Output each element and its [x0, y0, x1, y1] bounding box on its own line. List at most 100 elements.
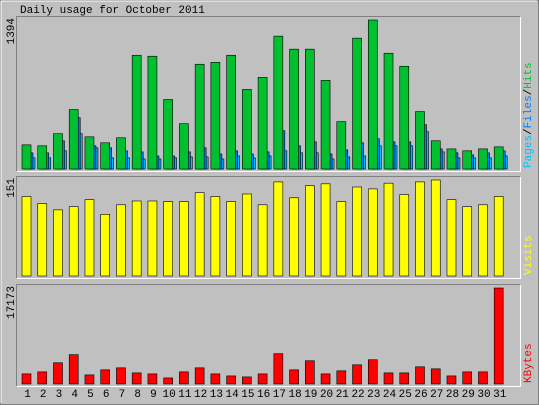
- bar: [352, 364, 362, 385]
- x-tick-label: 8: [134, 389, 141, 401]
- bar: [430, 368, 441, 385]
- bar: [116, 137, 126, 170]
- bar: [273, 353, 284, 385]
- x-tick-label: 5: [87, 389, 94, 401]
- legend-separator: /: [523, 128, 535, 135]
- bar: [383, 52, 394, 170]
- bar: [336, 201, 347, 277]
- x-tick-label: 25: [399, 389, 412, 401]
- x-tick-label: 4: [71, 389, 78, 401]
- bar: [147, 55, 158, 170]
- bar: [194, 367, 205, 385]
- bar: [305, 48, 315, 170]
- bar: [100, 142, 110, 170]
- bar: [493, 196, 504, 277]
- bar: [210, 62, 221, 170]
- bar: [399, 194, 410, 277]
- bar: [352, 186, 362, 277]
- bar: [289, 197, 299, 277]
- bar: [257, 77, 268, 170]
- bar: [84, 374, 95, 385]
- bar: [493, 287, 504, 385]
- bar: [53, 133, 63, 170]
- panel: [16, 284, 521, 387]
- bar: [37, 203, 48, 277]
- x-tick-label: 23: [367, 389, 380, 401]
- bar: [478, 371, 488, 385]
- bar: [257, 373, 268, 385]
- bar: [367, 19, 378, 170]
- bar: [242, 193, 252, 277]
- x-tick-label: 14: [226, 389, 240, 401]
- bar: [367, 359, 378, 385]
- x-tick-label: 30: [477, 389, 490, 401]
- x-tick-label: 6: [103, 389, 110, 401]
- bar: [273, 35, 284, 170]
- bar: [84, 199, 95, 277]
- bar: [320, 80, 331, 170]
- bar: [430, 179, 441, 277]
- bar: [194, 192, 205, 277]
- bar: [226, 375, 236, 385]
- bar: [446, 375, 457, 385]
- bar: [446, 148, 457, 170]
- bar: [446, 199, 457, 277]
- bar: [493, 146, 504, 170]
- bar: [21, 144, 32, 170]
- y-tick-label: 151: [6, 178, 18, 198]
- x-tick-label: 24: [383, 389, 397, 401]
- panel-shadow: [16, 284, 521, 387]
- bar: [320, 183, 331, 277]
- panel-shadow: [16, 16, 521, 172]
- bar: [116, 204, 126, 277]
- bar: [336, 121, 347, 170]
- x-tick-label: 13: [210, 389, 223, 401]
- x-tick-label: 17: [273, 389, 286, 401]
- bar: [131, 372, 142, 385]
- legend-entry: Visits: [523, 235, 535, 275]
- y-tick-label: 1394: [6, 18, 18, 45]
- bar: [478, 148, 488, 170]
- x-tick-label: 2: [40, 389, 47, 401]
- bar: [100, 214, 110, 277]
- legend: Pages/Files/Hits: [523, 62, 535, 168]
- bar: [68, 109, 79, 170]
- bar: [478, 204, 488, 277]
- bar: [289, 48, 299, 170]
- bar: [305, 185, 315, 277]
- bar: [462, 371, 473, 385]
- bar: [462, 206, 473, 277]
- bar: [257, 204, 268, 277]
- bar: [84, 136, 95, 170]
- bar: [210, 196, 221, 277]
- legend: Visits: [523, 235, 535, 275]
- x-tick-label: 3: [56, 389, 63, 401]
- legend-separator: /: [523, 89, 535, 96]
- x-tick-label: 29: [462, 389, 475, 401]
- bar: [131, 54, 142, 170]
- bar: [21, 373, 32, 385]
- x-tick-label: 26: [414, 389, 427, 401]
- bar: [147, 200, 158, 277]
- bar: [352, 37, 362, 170]
- bar: [415, 111, 425, 170]
- y-tick-label: 17173: [6, 286, 18, 319]
- x-tick-label: 21: [336, 389, 350, 401]
- bar: [320, 373, 331, 385]
- bar: [147, 373, 158, 385]
- legend-entry: KBytes: [523, 343, 535, 383]
- bar: [242, 89, 252, 170]
- bar: [273, 181, 284, 277]
- chart-title: Daily usage for October 2011: [20, 5, 205, 17]
- bar: [163, 201, 173, 277]
- x-tick-label: 10: [163, 389, 176, 401]
- bar: [462, 150, 473, 170]
- bar: [179, 201, 189, 277]
- x-tick-label: 7: [119, 389, 126, 401]
- bar: [179, 371, 189, 385]
- x-tick-label: 22: [351, 389, 364, 401]
- x-tick-label: 15: [241, 389, 254, 401]
- x-tick-label: 31: [493, 389, 507, 401]
- legend-entry: Pages: [523, 135, 535, 168]
